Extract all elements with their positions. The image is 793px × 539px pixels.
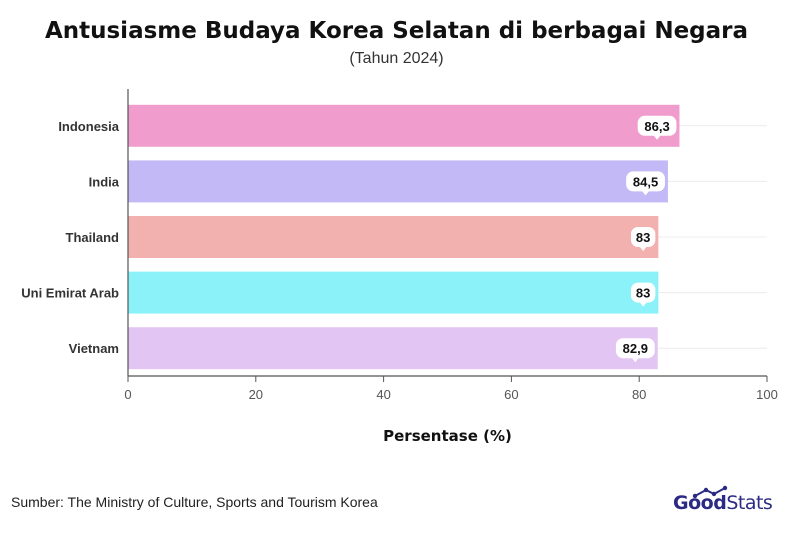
- chart-title: Antusiasme Budaya Korea Selatan di berba…: [44, 18, 749, 44]
- chart-subtitle: (Tahun 2024): [349, 50, 444, 67]
- bar-chart: Indonesia 86,3 India 84,5 Thailand 83 Uni Emir…: [21, 89, 778, 445]
- data-label-bubble: [630, 227, 656, 247]
- category-label: Vietnam: [69, 341, 119, 356]
- bar: [128, 104, 680, 147]
- category-label: Thailand: [66, 230, 120, 245]
- data-label-pointer: [641, 190, 650, 196]
- category-label: Indonesia: [58, 119, 119, 134]
- x-tick-label: 40: [376, 387, 390, 402]
- bar: [128, 271, 659, 314]
- data-label: 84,5: [626, 171, 665, 196]
- data-label: 83: [630, 282, 656, 307]
- logo-text-good: Good: [673, 492, 727, 514]
- data-label: 86,3: [637, 115, 677, 140]
- x-tick-label: 60: [504, 387, 518, 402]
- data-label-pointer: [639, 301, 648, 307]
- logo-text-stats: Stats: [726, 492, 773, 514]
- bar: [128, 160, 668, 203]
- stats-trend-icon: [692, 485, 728, 499]
- category-label: India: [89, 174, 120, 189]
- x-axis-title: Persentase (%): [383, 427, 512, 445]
- x-tick-label: 20: [249, 387, 263, 402]
- data-label-bubble: [637, 115, 677, 136]
- data-label-bubble: [630, 282, 656, 303]
- bar: [128, 216, 659, 258]
- source-note: Sumber: The Ministry of Culture, Sports …: [11, 494, 378, 510]
- data-label-pointer: [639, 246, 648, 251]
- data-label: 82,9: [615, 338, 655, 363]
- data-label-pointer: [653, 134, 662, 140]
- data-label-text: 83: [636, 230, 650, 245]
- x-tick-label: 80: [632, 387, 646, 402]
- x-tick-label: 100: [756, 387, 778, 402]
- goodstats-logo: GoodStats: [673, 485, 783, 517]
- category-label: Uni Emirat Arab: [21, 286, 119, 301]
- data-label-bubble: [615, 338, 655, 359]
- data-label-text: 83: [636, 286, 650, 301]
- x-tick-label: 0: [124, 387, 131, 402]
- logo-text: GoodStats: [673, 492, 773, 514]
- bar: [128, 327, 658, 370]
- data-label-text: 82,9: [623, 341, 648, 356]
- data-label-text: 86,3: [644, 119, 669, 134]
- data-label-bubble: [626, 171, 665, 192]
- data-label: 83: [630, 227, 656, 251]
- data-label-text: 84,5: [633, 174, 658, 189]
- data-label-pointer: [631, 357, 640, 363]
